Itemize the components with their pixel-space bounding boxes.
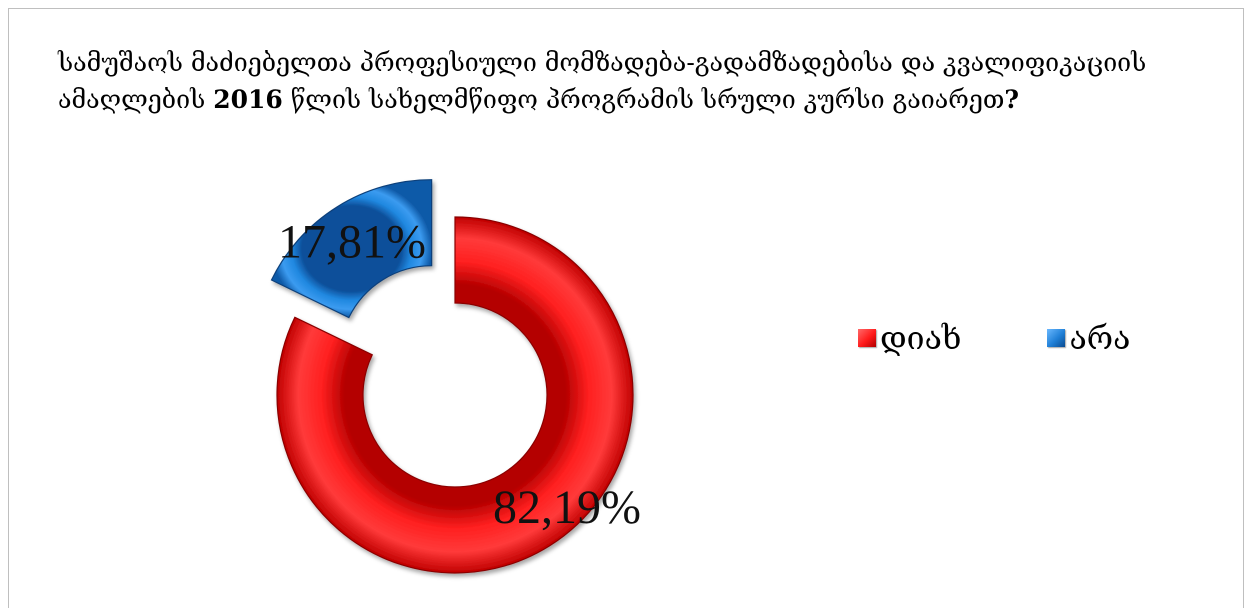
title-part: სამუშაოს მაძიებელთა პროფესიული მომზადება… xyxy=(58,48,1147,114)
title-year: 2016 xyxy=(213,85,283,114)
legend-label: დიახ xyxy=(880,319,962,357)
legend-item-no: არა xyxy=(1047,319,1130,357)
legend-item-yes: დიახ xyxy=(858,319,961,357)
title-question-mark: ? xyxy=(1004,85,1020,114)
data-label: 17,81% xyxy=(278,215,426,268)
legend-label: არა xyxy=(1069,319,1131,357)
legend-swatch-blue-icon xyxy=(1047,329,1066,347)
slice-yes xyxy=(276,216,634,574)
chart-frame xyxy=(8,8,1244,608)
data-label: 82,19% xyxy=(493,481,641,534)
title-part: წლის სახელმწიფო პროგრამის სრული კურსი გა… xyxy=(282,85,1005,114)
legend-swatch-red-icon xyxy=(858,329,876,347)
slice-no xyxy=(270,179,433,319)
chart-title: სამუშაოს მაძიებელთა პროფესიული მომზადება… xyxy=(58,44,1228,118)
chart-legend: დიახ არა xyxy=(858,318,1130,358)
